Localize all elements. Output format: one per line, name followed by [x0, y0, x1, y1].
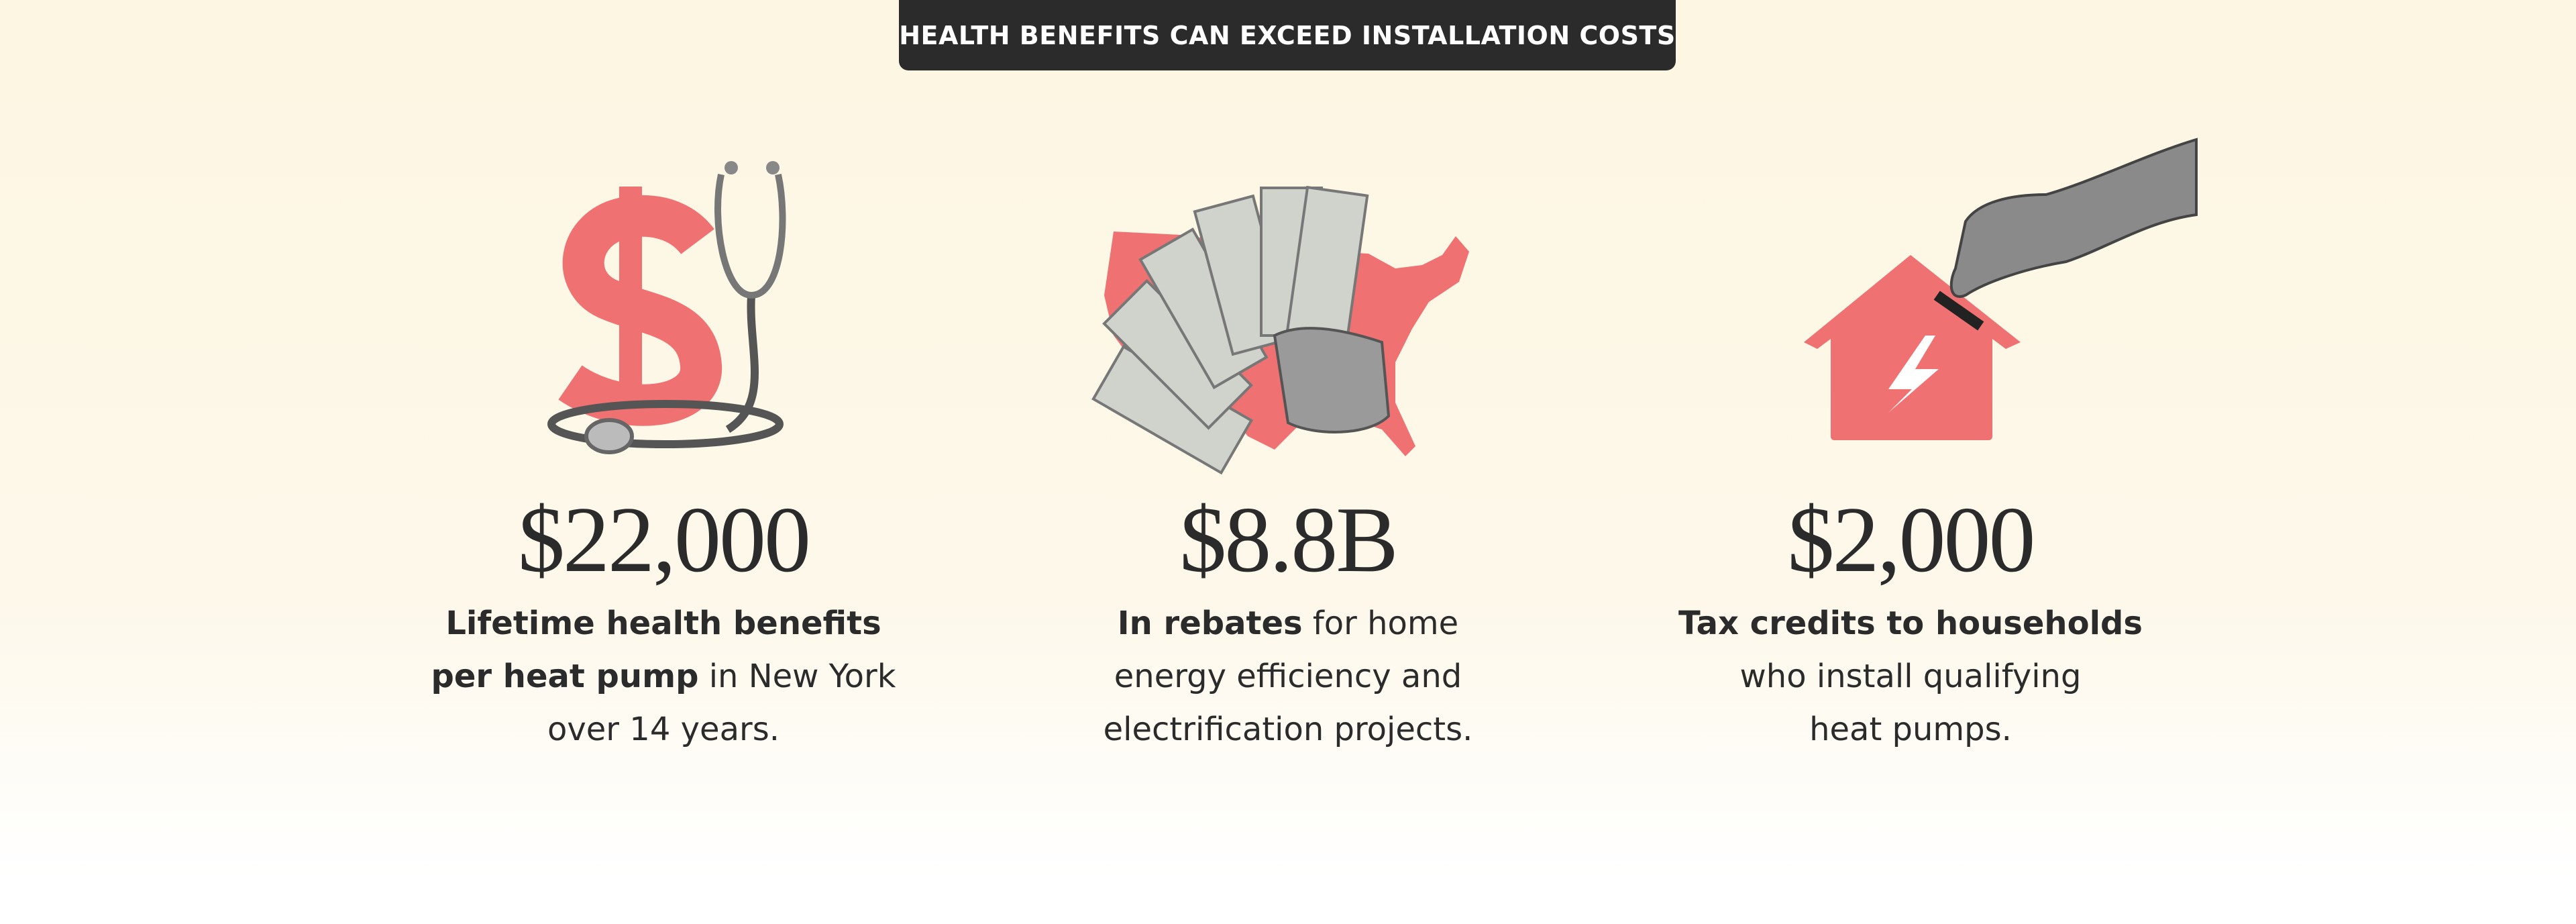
text: over 14 years.: [547, 711, 780, 748]
description-line: Lifetime health benefits: [409, 597, 918, 650]
bold-text: per heat pump: [431, 658, 699, 695]
stat-column: $22,000 Lifetime health benefits per heat …: [409, 483, 918, 756]
text: energy efficiency and: [1114, 658, 1462, 695]
description-line: Tax credits to households: [1656, 597, 2165, 650]
text: in New York: [708, 658, 896, 695]
banner: HEALTH BENEFITS CAN EXCEED INSTALLATION …: [899, 0, 1676, 70]
stat-column: $8.8B In rebates for home energy efficienc…: [1033, 483, 1543, 756]
text: who install qualifying: [1739, 658, 2082, 695]
icons: [547, 138, 2198, 475]
description-line: per heat pump in New York: [409, 650, 918, 703]
description-line: over 14 years.: [409, 703, 918, 756]
icon-house: [1804, 138, 2198, 440]
bold-text: Tax credits to households: [1678, 605, 2143, 642]
stat-value: $2,000: [1787, 488, 2036, 592]
stat-value: $8.8B: [1179, 488, 1398, 592]
text: heat pumps.: [1809, 711, 2012, 748]
description-line: energy efficiency and: [1033, 650, 1543, 703]
stat-value: $22,000: [518, 488, 811, 592]
text: for home: [1312, 605, 1459, 642]
description-line: who install qualifying: [1656, 650, 2165, 703]
bold-text: Lifetime health benefits: [445, 605, 881, 642]
description-line: heat pumps.: [1656, 703, 2165, 756]
icon-health: [547, 161, 786, 454]
text: electrification projects.: [1103, 711, 1473, 748]
description-line: electrification projects.: [1033, 703, 1543, 756]
icon-rebates: [1091, 185, 1469, 475]
bold-text: In rebates: [1117, 605, 1303, 642]
stat-column: $2,000 Tax credits to households who insta…: [1656, 483, 2165, 756]
description-line: In rebates for home: [1033, 597, 1543, 650]
